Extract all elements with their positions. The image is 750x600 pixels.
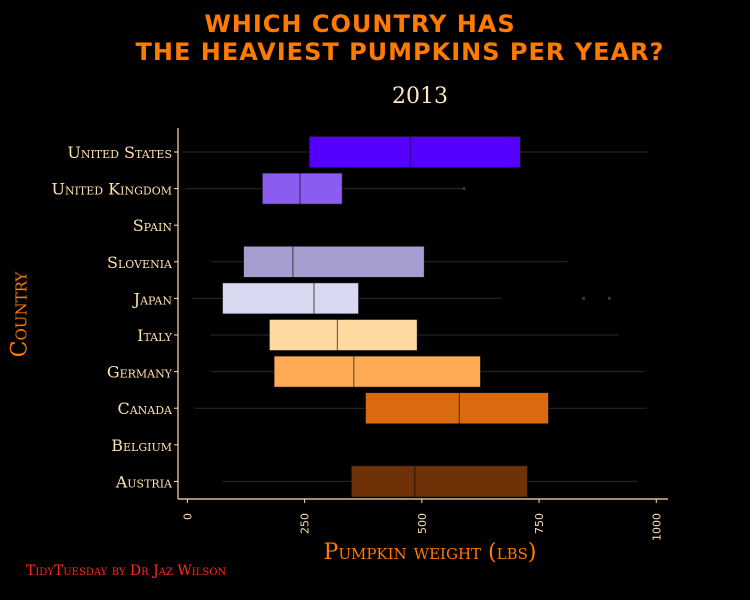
chart-title-line-2: THE HEAVIEST PUMPKINS PER YEAR? bbox=[135, 38, 665, 66]
y-tick-label: Italy bbox=[137, 326, 173, 345]
chart-subtitle: 2013 bbox=[392, 84, 448, 109]
box-united-kingdom bbox=[262, 172, 343, 205]
x-tick-label: 0 bbox=[181, 513, 194, 520]
box-italy bbox=[269, 319, 418, 351]
chart-title-line-1: WHICH COUNTRY HAS bbox=[204, 10, 516, 38]
y-axis-label: Country bbox=[7, 271, 33, 358]
box-japan bbox=[222, 282, 359, 315]
y-tick-label: United Kingdom bbox=[51, 180, 172, 199]
y-tick-label: Austria bbox=[115, 472, 173, 491]
x-tick-label: 1000 bbox=[650, 513, 663, 541]
y-tick-label: Belgium bbox=[111, 436, 172, 455]
box-austria bbox=[351, 465, 528, 498]
y-tick-label: Slovenia bbox=[107, 253, 173, 272]
y-tick-label: Germany bbox=[107, 363, 173, 382]
box-germany bbox=[273, 355, 481, 388]
outlier-point bbox=[462, 187, 466, 191]
x-tick-label: 750 bbox=[533, 513, 546, 534]
x-tick-label: 250 bbox=[299, 513, 312, 534]
box-slovenia bbox=[243, 246, 425, 278]
y-tick-label: Canada bbox=[117, 399, 173, 418]
y-tick-label: Spain bbox=[133, 216, 173, 235]
caption-credit: TidyTuesday by Dr Jaz Wilson bbox=[26, 563, 227, 579]
x-tick-label: 500 bbox=[416, 513, 429, 534]
boxes-layer bbox=[182, 136, 650, 498]
box-canada bbox=[365, 392, 549, 425]
box-united-states bbox=[308, 136, 521, 168]
outlier-point bbox=[581, 296, 586, 300]
outlier-point bbox=[607, 296, 611, 300]
y-tick-label: Japan bbox=[132, 289, 173, 308]
x-axis-label: Pumpkin weight (lbs) bbox=[323, 540, 537, 565]
axis-layer: 0 250 500 750 1000 United States United Kingdo… bbox=[51, 128, 668, 541]
y-tick-label: United States bbox=[67, 143, 172, 162]
